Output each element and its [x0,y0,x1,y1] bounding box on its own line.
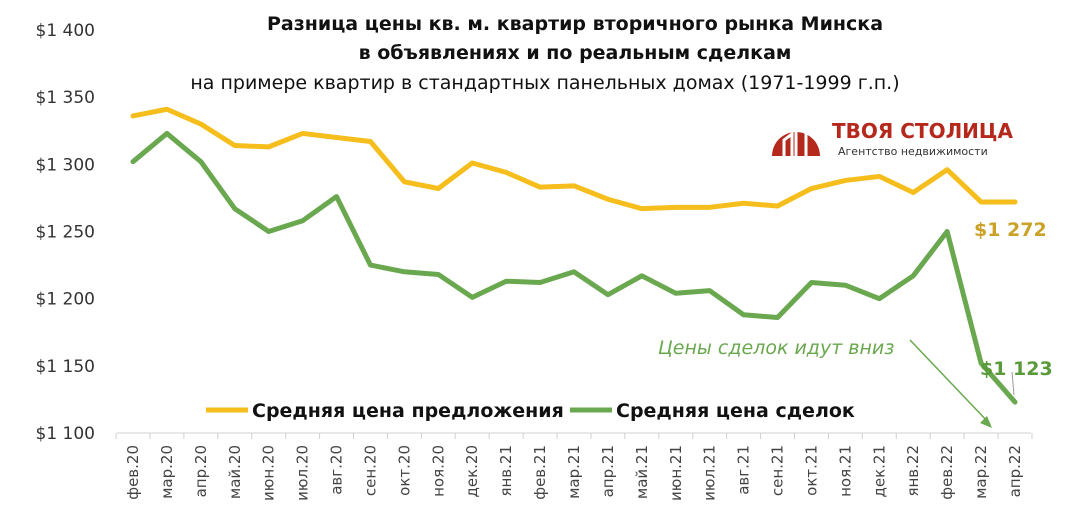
annotation-text: Цены сделок идут вниз [658,337,894,359]
x-tick-label: июн.21 [667,445,685,501]
x-tick-label: фев.20 [124,445,142,500]
x-tick-label: июн.20 [260,445,278,501]
x-tick-label: апр.21 [599,445,617,497]
x-tick-label: дек.20 [463,445,481,498]
x-tick-label: сен.20 [361,445,379,496]
series-group: $1 272 $1 123 [130,106,1053,405]
x-tick-label: мар.21 [565,445,583,499]
x-tick-label: окт.20 [395,445,413,496]
x-tick-label: фев.21 [531,445,549,500]
x-tick-label: дек.21 [870,445,888,498]
chart-title: Разница цены кв. м. квартир вторичного р… [267,13,883,35]
x-tick-label: июл.21 [701,445,719,501]
y-axis: $1 100 $1 150 $1 200 $1 250 $1 300 $1 350 $1 4… [36,21,95,444]
x-tick-label: сен.21 [769,445,787,496]
legend-label-offer: Средняя цена предложения [252,400,564,422]
y-tick-label: $1 350 [36,88,95,108]
legend: Средняя цена предложения Средняя цена сд… [206,400,855,422]
logo-subtitle: Агентство недвижимости [838,145,988,158]
x-tick-label: ноя.21 [836,445,854,497]
annotation: Цены сделок идут вниз [658,337,992,428]
x-tick-label: апр.20 [192,445,210,497]
x-tick-label: авг.20 [328,445,346,495]
y-tick-label: $1 100 [36,424,95,444]
x-tick-label: апр.22 [1006,445,1024,497]
logo-name: ТВОЯ СТОЛИЦА [832,119,1013,143]
x-tick-label: авг.21 [735,445,753,495]
x-axis: фев.20 мар.20 апр.20 май.20 июн.20 июл.20 авг.… [115,432,1033,501]
x-tick-label: май.21 [633,445,651,499]
x-tick-label: май.20 [226,445,244,499]
y-tick-label: $1 200 [36,290,95,310]
y-tick-label: $1 250 [36,223,95,243]
x-tick-label: фев.22 [938,445,956,500]
y-tick-label: $1 300 [36,155,95,175]
annotation-arrow-icon [909,339,991,425]
legend-label-deals: Средняя цена сделок [616,400,855,422]
x-tick-label: мар.20 [158,445,176,499]
x-tick-label: окт.21 [802,445,820,496]
chart-title-line2: в объявлениях и по реальным сделкам [359,42,792,64]
x-tick-label: мар.22 [972,445,990,499]
end-value-label: $1 272 [974,219,1047,241]
y-tick-label: $1 150 [36,357,95,377]
logo: ТВОЯ СТОЛИЦА Агентство недвижимости [772,119,1013,158]
x-tick-label: янв.22 [904,445,922,497]
x-tick-label: янв.21 [497,445,515,497]
y-tick-label: $1 400 [36,21,95,41]
series-line-deals [130,130,1018,405]
chart-subtitle: на примере квартир в стандартных панельн… [190,72,899,94]
x-tick-label: ноя.20 [429,445,447,497]
end-value-label: $1 123 [980,358,1053,380]
x-tick-label: июл.20 [294,445,312,501]
label-leader-line [1011,371,1015,396]
